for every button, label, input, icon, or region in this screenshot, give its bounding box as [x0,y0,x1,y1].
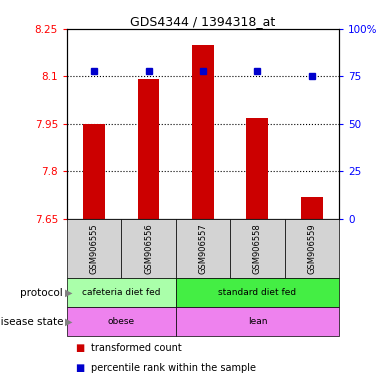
Text: obese: obese [108,317,135,326]
Text: standard diet fed: standard diet fed [218,288,296,297]
Text: ▶: ▶ [65,288,73,298]
Text: protocol: protocol [20,288,63,298]
Text: ■: ■ [75,343,84,353]
Bar [192,45,214,219]
Bar [247,118,268,219]
Text: GSM906555: GSM906555 [90,223,99,274]
Text: lean: lean [248,317,267,326]
FancyBboxPatch shape [176,278,339,307]
Title: GDS4344 / 1394318_at: GDS4344 / 1394318_at [130,15,276,28]
FancyBboxPatch shape [230,219,285,278]
FancyBboxPatch shape [67,219,121,278]
FancyBboxPatch shape [121,219,176,278]
Bar [138,79,159,219]
FancyBboxPatch shape [176,307,339,336]
FancyBboxPatch shape [67,278,176,307]
Text: GSM906557: GSM906557 [198,223,208,274]
Text: percentile rank within the sample: percentile rank within the sample [91,363,256,373]
Text: GSM906556: GSM906556 [144,223,153,274]
FancyBboxPatch shape [176,219,230,278]
FancyBboxPatch shape [67,307,176,336]
Text: ▶: ▶ [65,316,73,327]
Bar [83,124,105,219]
Text: ■: ■ [75,363,84,373]
Bar [301,197,322,219]
Text: GSM906558: GSM906558 [253,223,262,274]
Text: transformed count: transformed count [91,343,182,353]
Text: cafeteria diet fed: cafeteria diet fed [82,288,160,297]
Text: disease state: disease state [0,316,63,327]
FancyBboxPatch shape [285,219,339,278]
Text: GSM906559: GSM906559 [307,223,316,274]
